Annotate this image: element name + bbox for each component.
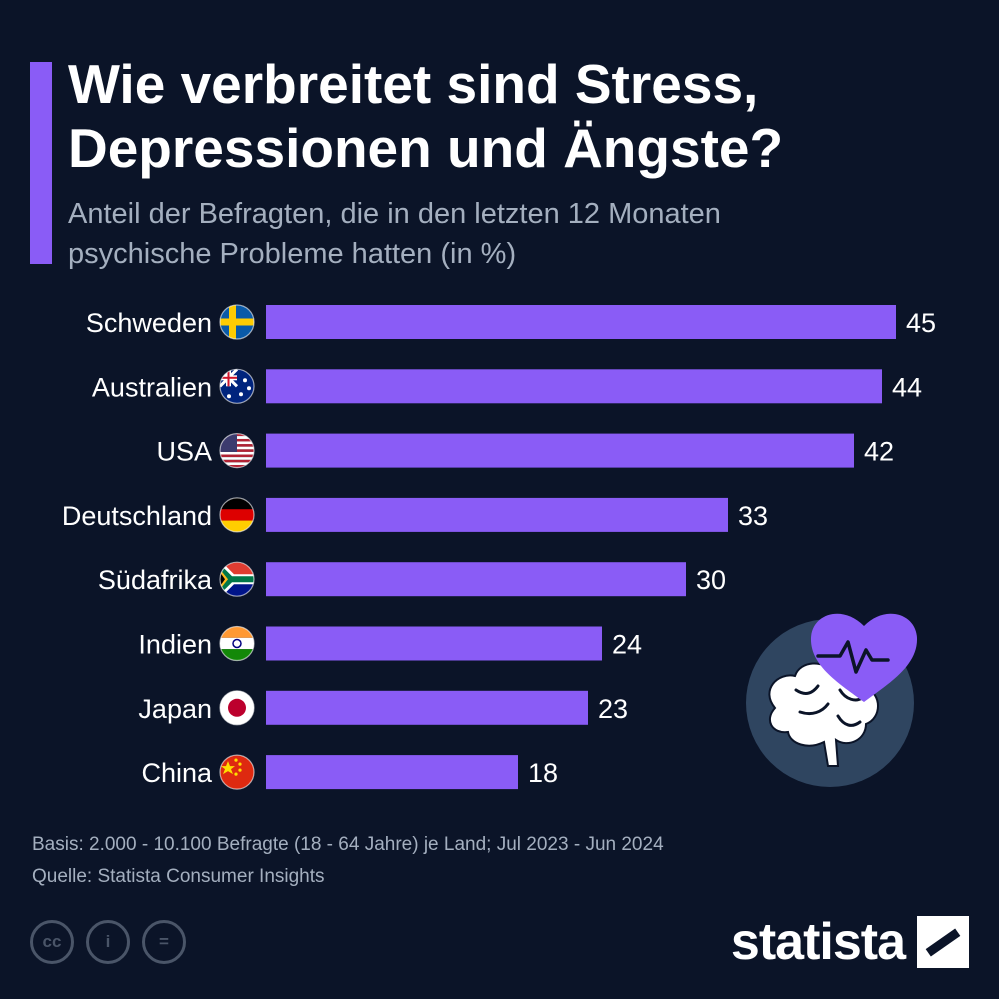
category-label: Deutschland [62, 501, 212, 531]
category-label: China [141, 758, 213, 788]
flag-container [219, 433, 255, 469]
flag-australia-icon [220, 369, 254, 404]
statista-logo[interactable]: statista [731, 912, 969, 972]
bar-row: Schweden 45 [86, 304, 936, 340]
bar [266, 755, 518, 790]
heart-icon [810, 613, 918, 702]
value-label: 23 [598, 694, 628, 724]
flag-china-icon [220, 755, 254, 790]
flag-container [219, 754, 255, 790]
flag-usa-icon [220, 433, 254, 468]
bar [266, 433, 854, 468]
flag-container [219, 497, 255, 533]
bar [266, 690, 588, 725]
license-icons: cc i = [30, 920, 186, 964]
flag-container [219, 304, 255, 340]
bar-row: Indien 24 [138, 625, 642, 662]
category-label: Südafrika [98, 565, 213, 595]
bar [266, 562, 686, 597]
title-accent-bar [30, 62, 52, 264]
bar-row: Japan 23 [138, 690, 628, 726]
value-label: 24 [612, 630, 642, 660]
flag-container [219, 561, 255, 597]
creative-commons-icon[interactable]: cc [30, 920, 74, 964]
chart-title: Wie verbreitet sind Stress, Depressionen… [68, 53, 784, 179]
flag-japan-icon [220, 690, 254, 725]
flag-container [219, 690, 255, 726]
bar [266, 626, 602, 661]
bar-row: Südafrika 30 [98, 561, 726, 597]
value-label: 42 [864, 437, 894, 467]
category-label: USA [156, 437, 212, 467]
bar-row: USA 42 [156, 433, 894, 469]
value-label: 45 [906, 308, 936, 338]
category-label: Australien [92, 372, 212, 402]
value-label: 33 [738, 501, 768, 531]
no-derivatives-icon[interactable]: = [142, 920, 186, 964]
statista-wordmark: statista [730, 913, 906, 971]
value-label: 30 [696, 565, 726, 595]
bar-row: Australien 44 [92, 368, 922, 404]
category-label: Japan [138, 694, 212, 724]
flag-germany-icon [220, 497, 254, 532]
chart-subtitle: Anteil der Befragten, die in den letzten… [68, 198, 721, 270]
attribution-icon[interactable]: i [86, 920, 130, 964]
basis-note: Basis: 2.000 - 10.100 Befragte (18 - 64 … [32, 834, 664, 855]
statista-mark-icon [917, 916, 969, 968]
flag-container [219, 368, 255, 404]
flag-india-icon [220, 626, 254, 661]
value-label: 18 [528, 758, 558, 788]
flag-south-africa-icon [220, 562, 254, 597]
bar-row: Deutschland 33 [62, 497, 768, 533]
category-label: Schweden [86, 308, 212, 338]
bar [266, 369, 882, 404]
flag-container [219, 625, 255, 662]
flag-sweden-icon [220, 305, 254, 339]
bar [266, 497, 728, 532]
bar-row: China 18 [141, 754, 558, 790]
brain-heart-illustration [746, 613, 918, 787]
category-label: Indien [138, 630, 212, 660]
source-note: Quelle: Statista Consumer Insights [32, 866, 325, 887]
value-label: 44 [892, 372, 922, 402]
bar [266, 305, 896, 339]
